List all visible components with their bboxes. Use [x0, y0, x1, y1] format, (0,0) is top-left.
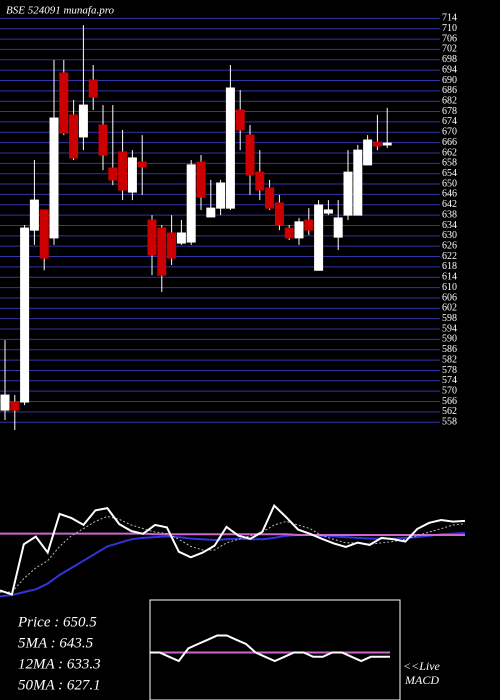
indicator-line — [0, 515, 466, 593]
y-tick-label: 642 — [442, 199, 457, 210]
candle-body — [157, 227, 167, 276]
ma12-label: 12MA : 633.3 — [18, 656, 101, 672]
y-tick-label: 706 — [442, 33, 457, 44]
candle-body — [186, 164, 196, 243]
y-tick-label: 682 — [442, 95, 457, 106]
y-tick-label: 694 — [442, 64, 457, 75]
macd-title: MACD — [404, 673, 439, 687]
y-tick-label: 574 — [442, 375, 457, 386]
candle-body — [147, 219, 157, 256]
y-tick-label: 658 — [442, 158, 457, 169]
y-tick-label: 570 — [442, 385, 457, 396]
candle-body — [206, 207, 216, 218]
y-tick-label: 650 — [442, 178, 457, 189]
candle-body — [304, 219, 314, 231]
indicator-line — [0, 503, 466, 596]
candle-body — [108, 167, 118, 181]
y-tick-label: 626 — [442, 240, 457, 251]
candle-body — [49, 117, 59, 239]
y-tick-label: 614 — [442, 272, 457, 283]
candle-body — [29, 199, 39, 231]
candle-body — [225, 87, 235, 209]
y-tick-label: 630 — [442, 230, 457, 241]
y-tick-label: 702 — [442, 44, 457, 55]
price-label: Price : 650.5 — [17, 614, 97, 630]
y-tick-label: 690 — [442, 75, 457, 86]
y-tick-label: 594 — [442, 323, 457, 334]
candle-body — [323, 209, 333, 214]
y-tick-label: 678 — [442, 106, 457, 117]
y-tick-label: 598 — [442, 313, 457, 324]
y-tick-label: 646 — [442, 189, 457, 200]
macd-live: <<Live — [403, 659, 441, 673]
y-tick-label: 566 — [442, 396, 457, 407]
candle-body — [245, 134, 255, 176]
indicator-line — [0, 532, 465, 536]
candle-body — [59, 72, 69, 134]
candle-body — [382, 142, 392, 146]
candle-body — [363, 139, 373, 166]
indicator-line — [0, 531, 466, 598]
y-tick-label: 618 — [442, 261, 457, 272]
candle-body — [255, 171, 265, 191]
candle-body — [265, 187, 275, 209]
candle-body — [98, 124, 108, 156]
candle-body — [314, 204, 324, 271]
candle-body — [20, 227, 30, 403]
y-tick-label: 714 — [442, 13, 457, 24]
y-tick-label: 698 — [442, 54, 457, 65]
y-tick-label: 606 — [442, 292, 457, 303]
candle-body — [0, 394, 10, 411]
candle-body — [118, 151, 128, 191]
y-tick-label: 610 — [442, 282, 457, 293]
y-tick-label: 578 — [442, 365, 457, 376]
y-tick-label: 558 — [442, 417, 457, 428]
candle-body — [284, 227, 294, 239]
candle-body — [353, 149, 363, 216]
macd-line — [150, 634, 390, 663]
candle-body — [333, 217, 343, 238]
candle-body — [167, 232, 177, 259]
candle-body — [216, 182, 226, 209]
chart-title: BSE 524091 munafa.pro — [6, 5, 115, 17]
y-tick-label: 634 — [442, 220, 457, 231]
ma5-label: 5MA : 643.5 — [18, 635, 94, 651]
candle-body — [372, 141, 382, 147]
candle-body — [294, 221, 304, 239]
candle-body — [137, 161, 147, 168]
candle-body — [274, 202, 284, 226]
candle-body — [235, 109, 245, 131]
y-tick-label: 602 — [442, 303, 457, 314]
candle-body — [196, 161, 206, 198]
candle-body — [10, 401, 20, 411]
y-tick-label: 674 — [442, 116, 457, 127]
y-tick-label: 586 — [442, 344, 457, 355]
ma50-label: 50MA : 627.1 — [18, 677, 101, 693]
y-tick-label: 670 — [442, 127, 457, 138]
candle-body — [176, 232, 186, 244]
candle-body — [127, 157, 137, 193]
candle-body — [39, 209, 49, 259]
y-tick-label: 666 — [442, 137, 457, 148]
y-tick-label: 622 — [442, 251, 457, 262]
y-tick-label: 590 — [442, 334, 457, 345]
y-tick-label: 638 — [442, 209, 457, 220]
candle-body — [88, 79, 98, 98]
y-tick-label: 562 — [442, 406, 457, 417]
candle-body — [343, 171, 353, 216]
y-tick-label: 686 — [442, 85, 457, 96]
candle-body — [69, 114, 79, 159]
macd-frame — [149, 599, 401, 700]
y-tick-label: 654 — [442, 168, 457, 179]
y-tick-label: 710 — [442, 23, 457, 34]
candle-body — [78, 104, 88, 138]
y-tick-label: 582 — [442, 354, 457, 365]
y-tick-label: 662 — [442, 147, 457, 158]
